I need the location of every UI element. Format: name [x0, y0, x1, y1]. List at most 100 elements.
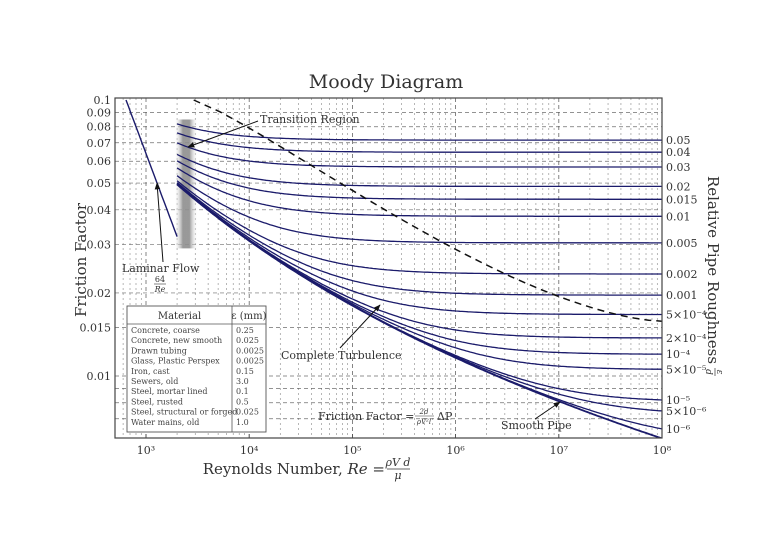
table-cell-material: Sewers, old — [131, 377, 178, 386]
table-cell-roughness: 1.0 — [236, 418, 249, 427]
roughness-curves — [176, 123, 662, 438]
curve-0.03 — [176, 142, 662, 168]
y2-label-fraction: ε d — [703, 368, 724, 376]
roughness-label: 10⁻⁶ — [666, 423, 691, 436]
x-tick-label: 10⁶ — [446, 444, 465, 457]
roughness-label: 5×10⁻⁴ — [666, 308, 707, 321]
roughness-label: 0.015 — [666, 193, 698, 206]
y-axis-label: Friction Factor — [72, 202, 90, 317]
plot-frame — [114, 97, 663, 439]
table-cell-roughness: 0.1 — [236, 387, 249, 396]
curve-0.001 — [176, 182, 662, 296]
curve-Smooth Pipe — [176, 183, 662, 438]
table-cell-roughness: 0.15 — [236, 367, 254, 376]
smooth-pipe-arrow — [534, 401, 561, 420]
laminar-flow-line — [125, 99, 178, 237]
table-cell-roughness: 0.0025 — [236, 346, 264, 355]
y-tick-label: 0.06 — [87, 155, 112, 168]
svg-text:d: d — [703, 369, 713, 375]
x-label-numerator: ρV d — [385, 456, 411, 469]
table-cell-roughness: 3.0 — [236, 377, 249, 386]
roughness-label: 5×10⁻⁵ — [666, 363, 706, 376]
curve-0.02 — [176, 153, 662, 188]
y-tick-label: 0.04 — [87, 204, 112, 217]
laminar-formula-num: 64 — [155, 275, 165, 284]
y2-axis-label: Relative Pipe Roughness — [704, 176, 722, 364]
laminar-arrow — [154, 182, 164, 263]
table-cell-material: Water mains, old — [131, 418, 199, 427]
transition-region-band — [175, 119, 198, 249]
transition-arrow — [187, 120, 259, 148]
roughness-label: 5×10⁻⁶ — [666, 405, 707, 418]
table-cell-roughness: 0.025 — [236, 336, 259, 345]
y-tick-label: 0.1 — [94, 94, 112, 107]
smooth-pipe-label: Smooth Pipe — [501, 419, 572, 432]
y-tick-label: 0.02 — [87, 287, 112, 300]
roughness-label: 0.02 — [666, 180, 691, 193]
x-tick-label: 10⁸ — [653, 444, 672, 457]
table-cell-roughness: 0.5 — [236, 397, 249, 406]
roughness-label: 10⁻⁴ — [666, 348, 691, 361]
roughness-label: 0.03 — [666, 161, 691, 174]
table-cell-material: Steel, rusted — [131, 397, 183, 406]
table-header-material: Material — [158, 311, 201, 322]
ff-numerator: 2d — [419, 408, 429, 416]
ff-denominator: ρV²l — [416, 418, 431, 426]
complete-turbulence-label: Complete Turbulence — [281, 349, 402, 362]
table-cell-material: Iron, cast — [131, 367, 170, 376]
curve-0.005 — [176, 175, 662, 244]
table-cell-roughness: 0.025 — [236, 408, 259, 417]
friction-factor-formula: Friction Factor = — [318, 410, 414, 423]
roughness-label: 0.05 — [666, 134, 691, 147]
roughness-label: 0.005 — [666, 237, 698, 250]
x-tick-label: 10³ — [137, 444, 155, 457]
svg-text:ε: ε — [714, 370, 724, 375]
x-tick-label: 10⁴ — [240, 444, 259, 457]
y-tick-label: 0.015 — [80, 321, 112, 334]
roughness-label: 0.002 — [666, 268, 698, 281]
x-axis-ticks: 10³ 10⁴ 10⁵ 10⁶ 10⁷ 10⁸ — [137, 434, 672, 457]
curve-0.002 — [176, 180, 662, 275]
roughness-labels: 0.050.04 0.03 0.020.015 0.01 0.005 0.002 0.001… — [666, 134, 707, 436]
roughness-label: 2×10⁻⁴ — [666, 332, 707, 345]
y-tick-label: 0.01 — [87, 370, 112, 383]
laminar-flow-label: Laminar Flow — [122, 262, 200, 275]
curve-0.05 — [176, 123, 662, 141]
x-tick-label: 10⁵ — [343, 444, 361, 457]
y-tick-label: 0.03 — [87, 238, 112, 251]
complete-turbulence-line — [193, 99, 663, 322]
roughness-label: 0.01 — [666, 210, 691, 223]
curve-0.015 — [176, 160, 662, 200]
curve-5×10⁻⁴ — [176, 183, 662, 316]
y-tick-label: 0.08 — [87, 121, 112, 134]
table-header-roughness: ε (mm) — [231, 311, 266, 322]
ff-delta-p: ΔP — [437, 410, 453, 423]
y-tick-label: 0.09 — [87, 107, 112, 120]
y-tick-label: 0.05 — [87, 177, 112, 190]
grid-lines — [115, 98, 662, 438]
x-label-denominator: μ — [394, 469, 401, 482]
table-cell-material: Glass, Plastic Perspex — [131, 357, 220, 366]
table-cell-material: Concrete, new smooth — [131, 336, 222, 345]
curve-0.04 — [176, 132, 662, 153]
x-tick-label: 10⁷ — [550, 444, 569, 457]
roughness-label: 10⁻⁵ — [666, 394, 690, 407]
roughness-label: 0.04 — [666, 146, 691, 159]
laminar-formula-den: Re — [154, 285, 166, 294]
table-cell-material: Steel, mortar lined — [131, 387, 208, 396]
table-cell-material: Drawn tubing — [131, 346, 187, 355]
x-axis-label: Reynolds Number, Re = — [203, 460, 385, 478]
table-cell-material: Concrete, coarse — [131, 326, 200, 335]
table-cell-roughness: 0.25 — [236, 326, 254, 335]
chart-title: Moody Diagram — [309, 71, 464, 93]
curve-0.01 — [176, 167, 662, 217]
complete-turbulence-arrow — [339, 304, 381, 349]
table-cell-roughness: 0.0025 — [236, 357, 264, 366]
y-tick-label: 0.07 — [87, 137, 112, 150]
y-axis-ticks: 0.10.090.08 0.07 0.06 0.05 0.04 0.03 0.02 0.015… — [80, 94, 112, 383]
table-cell-material: Steel, structural or forged — [131, 408, 237, 417]
material-table: Material ε (mm) Concrete, coarse 0.25 Concre… — [126, 305, 267, 433]
roughness-label: 0.001 — [666, 289, 698, 302]
transition-region-label: Transition Region — [260, 113, 360, 126]
